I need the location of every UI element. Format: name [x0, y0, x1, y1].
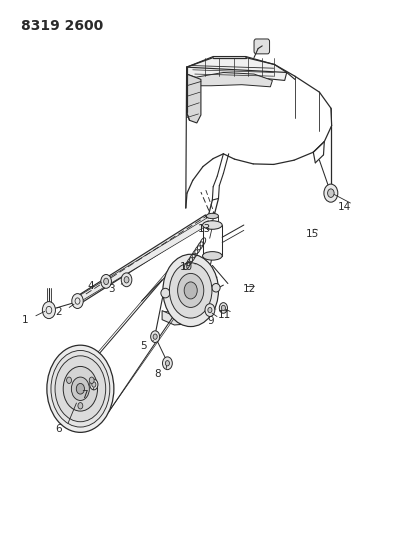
- Circle shape: [219, 303, 227, 313]
- Circle shape: [204, 304, 214, 317]
- Circle shape: [55, 356, 106, 422]
- Text: 7: 7: [81, 390, 88, 400]
- Circle shape: [184, 282, 197, 299]
- Polygon shape: [186, 74, 200, 123]
- Circle shape: [221, 305, 225, 311]
- Ellipse shape: [202, 221, 222, 229]
- Circle shape: [207, 308, 211, 313]
- Text: 8319 2600: 8319 2600: [21, 19, 103, 33]
- Text: 3: 3: [108, 284, 114, 294]
- Circle shape: [121, 273, 132, 287]
- Ellipse shape: [206, 213, 218, 219]
- Text: 10: 10: [180, 262, 193, 271]
- Circle shape: [153, 334, 157, 340]
- Circle shape: [78, 402, 83, 409]
- Circle shape: [90, 379, 98, 390]
- Text: 13: 13: [197, 224, 210, 235]
- Text: 15: 15: [305, 229, 318, 239]
- Circle shape: [165, 361, 169, 366]
- Circle shape: [124, 277, 129, 283]
- Ellipse shape: [160, 288, 169, 298]
- Circle shape: [150, 331, 159, 343]
- Circle shape: [162, 254, 218, 327]
- Polygon shape: [74, 217, 208, 305]
- Polygon shape: [190, 72, 272, 87]
- Circle shape: [47, 345, 114, 432]
- Circle shape: [177, 273, 203, 308]
- Text: 9: 9: [207, 316, 214, 326]
- Circle shape: [103, 278, 108, 285]
- Text: 8: 8: [154, 369, 161, 379]
- Text: 11: 11: [218, 310, 231, 320]
- Text: 4: 4: [87, 281, 94, 290]
- Circle shape: [327, 189, 333, 197]
- Circle shape: [76, 383, 84, 394]
- Text: 6: 6: [55, 424, 62, 434]
- FancyBboxPatch shape: [254, 39, 269, 54]
- Ellipse shape: [211, 284, 220, 292]
- Text: 2: 2: [55, 306, 62, 317]
- Circle shape: [72, 294, 83, 309]
- Polygon shape: [73, 215, 208, 306]
- Text: 5: 5: [140, 341, 147, 351]
- Polygon shape: [186, 56, 286, 80]
- Text: 1: 1: [22, 314, 29, 325]
- Polygon shape: [162, 309, 207, 325]
- Circle shape: [162, 357, 172, 369]
- Circle shape: [89, 377, 94, 383]
- Circle shape: [101, 274, 111, 288]
- Circle shape: [66, 377, 71, 383]
- Circle shape: [42, 302, 55, 319]
- Text: 12: 12: [242, 284, 255, 294]
- Circle shape: [92, 382, 96, 387]
- Circle shape: [51, 351, 110, 427]
- Ellipse shape: [202, 252, 222, 260]
- Circle shape: [169, 263, 211, 318]
- Circle shape: [323, 184, 337, 202]
- Text: 14: 14: [337, 202, 351, 212]
- Circle shape: [63, 367, 97, 411]
- Circle shape: [71, 377, 89, 400]
